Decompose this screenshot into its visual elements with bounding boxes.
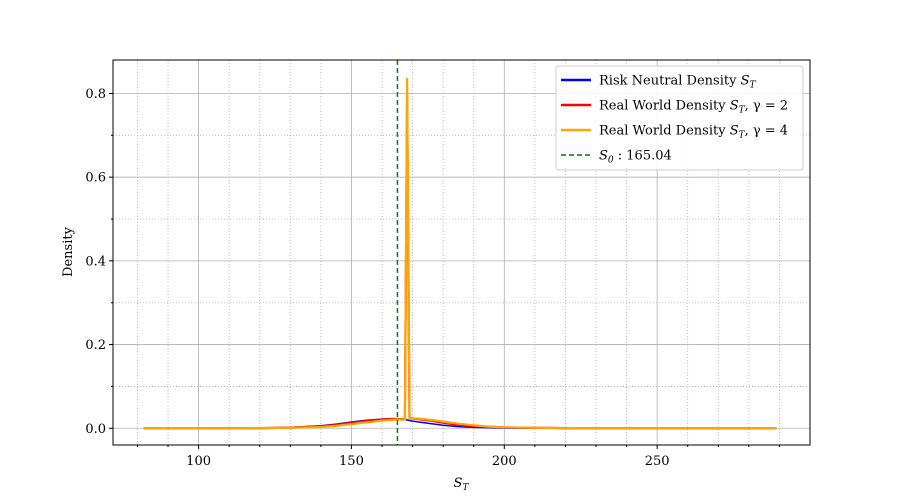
legend: Risk Neutral Density ST Real World Densit… [555, 65, 804, 171]
x-tick-label: 150 [339, 454, 364, 469]
y-axis-title: Density [61, 226, 76, 277]
plot-frame [112, 59, 811, 446]
y-tick-label: 0.2 [85, 338, 106, 353]
x-axis-title-sub: T [462, 483, 469, 493]
legend-box [555, 65, 804, 171]
series-layer [143, 77, 777, 430]
y-tick-label: 0.0 [85, 422, 106, 437]
legend-label: Real World Density ST, γ = 4 [599, 124, 788, 141]
x-tick-label: 100 [186, 454, 211, 469]
x-axis-title-var: S [454, 476, 463, 491]
legend-label: S0 : 165.04 [599, 149, 672, 166]
x-axis-title: ST [454, 476, 470, 493]
y-tick-label: 0.8 [85, 87, 106, 102]
legend-label: Real World Density ST, γ = 2 [599, 99, 788, 116]
x-axis-ticks: 100 150 200 250 [136, 445, 780, 469]
minor-grid [113, 60, 810, 445]
x-tick-label: 200 [492, 454, 517, 469]
y-axis-ticks: 0.0 0.2 0.4 0.6 0.8 [85, 87, 113, 437]
legend-label: Risk Neutral Density ST [599, 74, 756, 91]
x-tick-label: 250 [645, 454, 670, 469]
y-tick-label: 0.6 [85, 171, 106, 186]
real-world-density-gamma4-line [143, 77, 777, 430]
y-tick-label: 0.4 [85, 254, 106, 269]
